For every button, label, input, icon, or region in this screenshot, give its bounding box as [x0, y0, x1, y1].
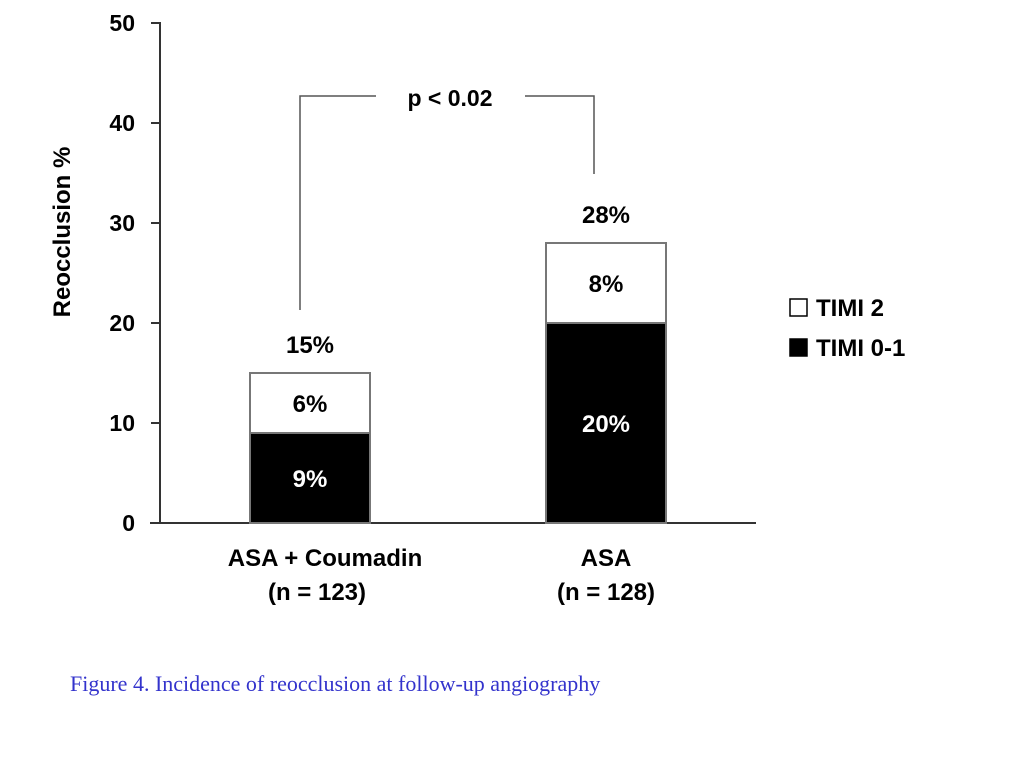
bar-segment-timi-2 [545, 242, 667, 324]
x-category-label: ASA [581, 545, 632, 572]
bracket-line-left [299, 95, 376, 310]
bracket-line-right [525, 95, 595, 174]
bar-segment-timi-0-1 [249, 432, 371, 524]
y-ticks: 0 10 20 30 40 50 [109, 10, 160, 536]
legend-label: TIMI 2 [816, 295, 884, 322]
segment-value-label: 8% [589, 271, 624, 298]
legend: TIMI 2 TIMI 0-1 [789, 295, 905, 362]
bar-segment-timi-0-1 [545, 322, 667, 524]
y-axis-label: Reocclusion % [49, 147, 76, 318]
y-tick-label: 40 [109, 110, 135, 136]
legend-label: TIMI 0-1 [816, 335, 905, 362]
y-tick-label: 20 [109, 310, 135, 336]
x-category-sublabel: (n = 123) [268, 579, 366, 606]
segment-value-label: 6% [293, 391, 328, 418]
y-tick-label: 50 [109, 10, 135, 36]
bar-total-label: 15% [286, 332, 334, 359]
reocclusion-chart: 0 10 20 30 40 50 Reocclusion % 9% 6% 15% 20% 8% 28… [49, 10, 905, 606]
segment-value-label: 20% [582, 411, 630, 438]
segment-value-label: 9% [293, 466, 328, 493]
x-category-label: ASA + Coumadin [228, 545, 422, 572]
x-category-sublabel: (n = 128) [557, 579, 655, 606]
y-tick-label: 10 [109, 410, 135, 436]
p-value-label: p < 0.02 [407, 85, 492, 111]
bars: 9% 6% 15% 20% 8% 28% [249, 202, 667, 524]
bar-segment-timi-2 [249, 372, 371, 434]
x-labels: ASA + Coumadin (n = 123) ASA (n = 128) [228, 545, 655, 606]
bar-total-label: 28% [582, 202, 630, 229]
legend-swatch [789, 298, 808, 317]
legend-swatch [789, 338, 808, 357]
y-tick-label: 30 [109, 210, 135, 236]
figure-caption: Figure 4. Incidence of reocclusion at fo… [70, 671, 601, 696]
y-tick-label: 0 [122, 510, 135, 536]
significance-bracket: p < 0.02 [299, 85, 595, 310]
